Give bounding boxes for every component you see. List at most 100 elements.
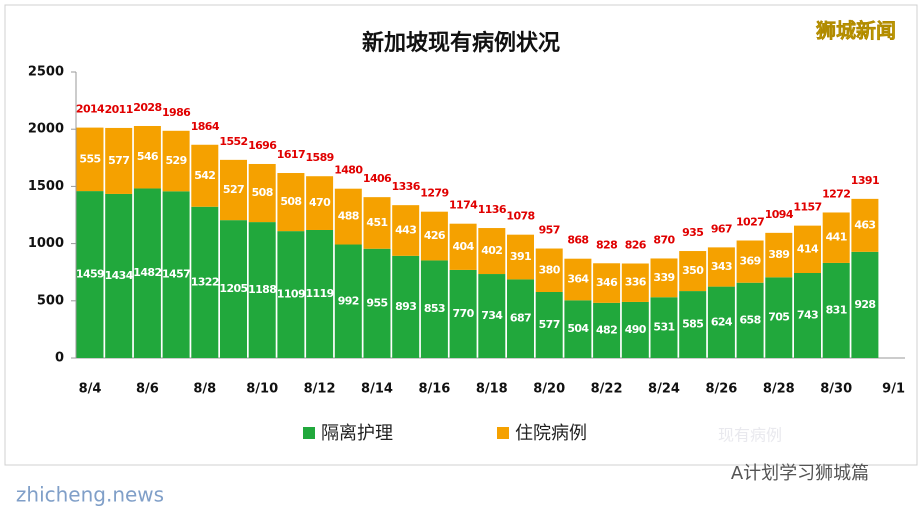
data-label: 1459 <box>76 268 104 281</box>
data-label: 402 <box>481 244 502 257</box>
bar-segment <box>76 191 104 358</box>
data-label: 955 <box>366 296 387 309</box>
data-label: 734 <box>481 309 503 322</box>
bar-segment <box>363 197 391 249</box>
x-tick-label: 8/16 <box>418 382 450 397</box>
x-tick-label: 8/22 <box>591 382 623 397</box>
data-label: 451 <box>366 216 387 229</box>
x-tick-label: 8/26 <box>705 382 737 397</box>
y-tick-label: 1000 <box>28 236 64 251</box>
data-label: 743 <box>797 309 818 322</box>
bar-segment <box>105 193 133 358</box>
y-tick-label: 2000 <box>28 122 64 137</box>
bar-segment <box>449 223 477 270</box>
data-label: 504 <box>567 322 589 335</box>
total-label: 957 <box>539 224 560 237</box>
legend-swatch <box>497 427 509 439</box>
total-label: 826 <box>625 239 647 252</box>
bar-segment <box>535 248 563 292</box>
total-label: 2014 <box>76 103 105 116</box>
bar-segment <box>162 130 190 192</box>
bar-segment <box>334 188 362 245</box>
bar-segment <box>162 191 190 358</box>
bar-segment <box>392 205 420 256</box>
data-label: 508 <box>252 186 273 199</box>
chart-title: 新加坡现有病例状况 <box>362 30 560 56</box>
data-label: 527 <box>223 183 244 196</box>
data-label: 441 <box>826 231 847 244</box>
bar-segment <box>392 255 420 358</box>
total-label: 1157 <box>793 201 821 214</box>
x-tick-label: 8/14 <box>361 382 393 397</box>
data-label: 443 <box>395 224 416 237</box>
bar-segment <box>220 220 247 358</box>
total-label: 1174 <box>449 199 478 212</box>
x-tick-label: 8/24 <box>648 382 680 397</box>
total-label: 1552 <box>219 135 247 148</box>
total-label: 2028 <box>133 101 161 114</box>
data-label: 380 <box>539 263 561 276</box>
bar-segment <box>449 269 477 358</box>
total-label: 870 <box>653 233 675 246</box>
data-label: 508 <box>280 195 301 208</box>
data-label: 546 <box>137 150 159 163</box>
data-label: 482 <box>596 323 617 336</box>
bar-segment <box>76 127 104 192</box>
total-label: 1589 <box>305 151 333 164</box>
bar-segment <box>736 240 764 283</box>
bar-segment <box>191 144 219 207</box>
x-tick-label: 8/10 <box>246 382 278 397</box>
total-label: 1027 <box>736 216 764 229</box>
data-label: 831 <box>826 303 847 316</box>
bar-segment <box>707 247 735 287</box>
bar-segment <box>306 229 334 358</box>
data-label: 542 <box>194 169 215 182</box>
bar-segment <box>650 258 678 298</box>
total-label: 1480 <box>334 164 363 177</box>
data-label: 1205 <box>219 282 247 295</box>
bar-segment <box>478 274 506 358</box>
data-label: 1482 <box>133 266 161 279</box>
bar-segment <box>593 263 621 303</box>
data-label: 577 <box>108 154 129 167</box>
legend-label: 隔离护理 <box>321 423 393 444</box>
bar-segment <box>765 232 793 278</box>
data-label: 687 <box>510 312 531 325</box>
bar-segment <box>334 244 362 358</box>
bar-segment <box>507 279 534 358</box>
x-tick-label: 8/18 <box>476 382 508 397</box>
bar-segment <box>363 248 391 358</box>
data-label: 1434 <box>105 269 134 282</box>
data-label: 488 <box>338 210 359 223</box>
data-label: 339 <box>653 271 674 284</box>
bar-segment <box>736 282 764 358</box>
bar-segment <box>507 234 534 280</box>
total-label: 1279 <box>420 187 448 200</box>
bar-segment <box>851 198 879 252</box>
bar-segment <box>679 291 707 358</box>
bar-segment <box>679 251 707 292</box>
bar-segment <box>794 225 821 274</box>
bar-segment <box>220 159 247 221</box>
legend-label: 住院病例 <box>515 423 587 444</box>
y-tick-label: 2500 <box>28 65 64 80</box>
total-label: 1272 <box>822 187 850 200</box>
data-label: 343 <box>711 260 732 273</box>
y-tick-label: 1500 <box>28 179 64 194</box>
bar-segment <box>306 176 334 230</box>
watermark: 现有病例 <box>718 426 782 445</box>
data-label: 426 <box>424 229 446 242</box>
data-label: 463 <box>854 218 875 231</box>
total-label: 1406 <box>363 172 392 185</box>
data-label: 529 <box>166 154 187 167</box>
x-tick-label: 8/28 <box>763 382 795 397</box>
total-label: 1078 <box>506 210 534 223</box>
bar-segment <box>822 262 850 358</box>
total-label: 1136 <box>478 203 507 216</box>
bar-segment <box>564 258 592 301</box>
bar-segment <box>765 277 793 358</box>
total-label: 935 <box>682 226 703 239</box>
data-label: 705 <box>768 311 789 324</box>
